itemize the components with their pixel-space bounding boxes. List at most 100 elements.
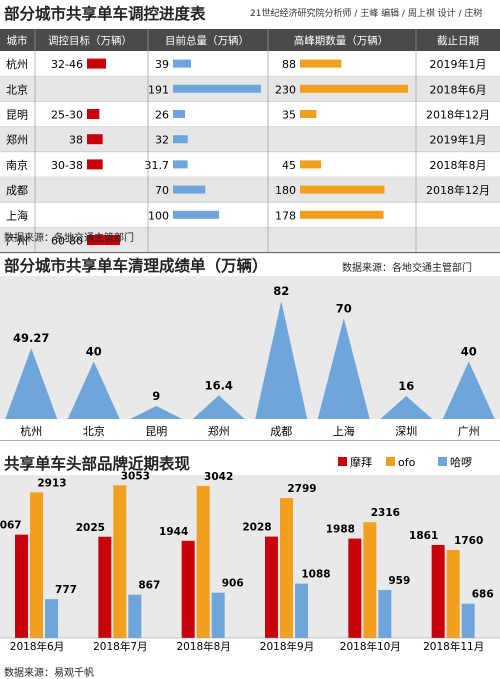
brand-bar [196, 485, 210, 638]
cleanup-value-label: 49.27 [13, 331, 49, 345]
table-cell-target: 30-38 [51, 159, 83, 172]
table-title: 部分城市共享单车调控进度表 [4, 5, 206, 23]
current-bar [173, 135, 188, 144]
brand-category-label: 2018年11月 [423, 640, 484, 653]
chart2-source: 数据来源：各地交通主管部门 [342, 263, 472, 274]
table-cell-current: 100 [148, 209, 169, 222]
cleanup-category-label: 昆明 [145, 425, 167, 438]
target-bar [87, 235, 120, 245]
brand-value-label: 2799 [287, 483, 316, 495]
peak-bar [300, 185, 385, 194]
table-cell-peak: 180 [275, 184, 296, 197]
cleanup-spike [5, 348, 58, 419]
brand-category-label: 2018年6月 [10, 640, 64, 653]
cleanup-value-label: 40 [86, 344, 102, 358]
chart3-source: 数据来源：易观千帆 [4, 668, 94, 679]
cleanup-spike [130, 406, 183, 419]
brand-bar [113, 485, 127, 638]
brand-bar [45, 599, 58, 638]
table-cell-city: 上海 [6, 208, 28, 222]
brand-value-label: 2316 [371, 507, 400, 519]
chart3-background [0, 475, 500, 638]
table-cell-current: 26 [155, 109, 169, 122]
cleanup-spike [380, 395, 433, 419]
peak-bar [300, 160, 322, 169]
chart2-background [0, 276, 500, 419]
legend-swatch [338, 457, 347, 466]
brand-bar [181, 540, 195, 638]
current-bar [173, 210, 220, 219]
table-cell-deadline: 2018年12月 [426, 108, 490, 122]
brand-value-label: 777 [55, 584, 77, 596]
current-bar [173, 84, 261, 93]
brand-category-label: 2018年8月 [176, 640, 230, 653]
cleanup-area-chart: 49.27 杭州 40 北京 9 昆明 16.4 郑州 82 成都 70 上海 16 深圳 40 广州 [0, 276, 500, 441]
brand-bar [378, 590, 392, 638]
brand-value-label: 3042 [204, 471, 233, 483]
table-header-cell: 城市 [7, 34, 28, 47]
table-row-shade [0, 227, 500, 253]
brand-bar [128, 594, 142, 638]
brand-bar [363, 522, 377, 638]
brand-category-label: 2018年10月 [340, 640, 401, 653]
legend-label: ofo [398, 456, 416, 469]
table-cell-current: 70 [155, 184, 169, 197]
brand-bar [98, 536, 112, 638]
brand-bar [211, 592, 225, 638]
brand-bar [295, 583, 308, 638]
brand-value-label: 2067 [0, 520, 22, 532]
target-bar [87, 58, 106, 69]
table-cell-city: 杭州 [6, 57, 28, 71]
brand-value-label: 959 [388, 575, 410, 587]
cleanup-value-label: 16 [398, 379, 414, 393]
table-cell-peak: 178 [275, 209, 296, 222]
table-cell-deadline: 2019年1月 [430, 57, 487, 71]
credits-text: 21世纪经济研究院分析师 / 王峰 编辑 / 周上祺 设计 / 庄树 [250, 9, 483, 19]
legend-swatch [386, 457, 395, 466]
brand-value-label: 2025 [76, 522, 105, 534]
table-cell-deadline: 2018年6月 [430, 82, 487, 96]
brand-value-label: 1988 [326, 524, 355, 536]
cleanup-category-label: 深圳 [395, 425, 417, 438]
peak-bar [300, 59, 342, 68]
table-cell-deadline: 2019年1月 [430, 133, 487, 147]
cleanup-category-label: 广州 [458, 425, 480, 438]
table-header-bg [0, 29, 500, 51]
table-cell-current: 39 [155, 58, 169, 71]
brand-category-label: 2018年9月 [260, 640, 314, 653]
target-bar [87, 134, 103, 145]
current-bar [173, 110, 185, 118]
cleanup-value-label: 40 [461, 344, 477, 358]
brand-bar [265, 536, 278, 638]
cleanup-spike [317, 318, 370, 419]
legend-label: 哈啰 [450, 456, 472, 469]
table-cell-city: 南京 [6, 158, 28, 172]
table-row-shade [0, 177, 500, 203]
current-bar [173, 59, 191, 68]
table-cell-current: 32 [155, 134, 169, 147]
cleanup-spike [442, 361, 495, 419]
current-bar [173, 160, 188, 169]
brand-value-label: 867 [138, 580, 160, 592]
brand-bar [280, 498, 293, 638]
brand-bar [461, 603, 475, 638]
table-row-shade [0, 126, 500, 152]
table-source: 数据来源：各地交通主管部门 [4, 233, 134, 244]
chart2-title: 部分城市共享单车清理成绩单（万辆） [4, 257, 268, 275]
table-header-cell: 调控目标（万辆） [48, 34, 132, 47]
table-cell-peak: 45 [282, 159, 296, 172]
brand-value-label: 3053 [121, 470, 150, 482]
peak-bar [300, 84, 408, 93]
table-cell-current: 191 [148, 83, 169, 96]
brand-value-label: 2913 [37, 477, 66, 489]
cleanup-value-label: 82 [273, 284, 289, 298]
table-cell-city: 郑州 [6, 133, 28, 147]
brand-value-label: 1944 [159, 526, 188, 538]
cleanup-category-label: 杭州 [20, 424, 42, 438]
legend-label: 摩拜 [350, 455, 372, 469]
table-header-cell: 目前总量（万辆） [165, 34, 249, 47]
table-cell-target: 25-30 [51, 109, 83, 122]
cleanup-category-label: 成都 [270, 425, 292, 438]
cleanup-value-label: 9 [152, 389, 160, 403]
cleanup-category-label: 上海 [333, 424, 355, 438]
